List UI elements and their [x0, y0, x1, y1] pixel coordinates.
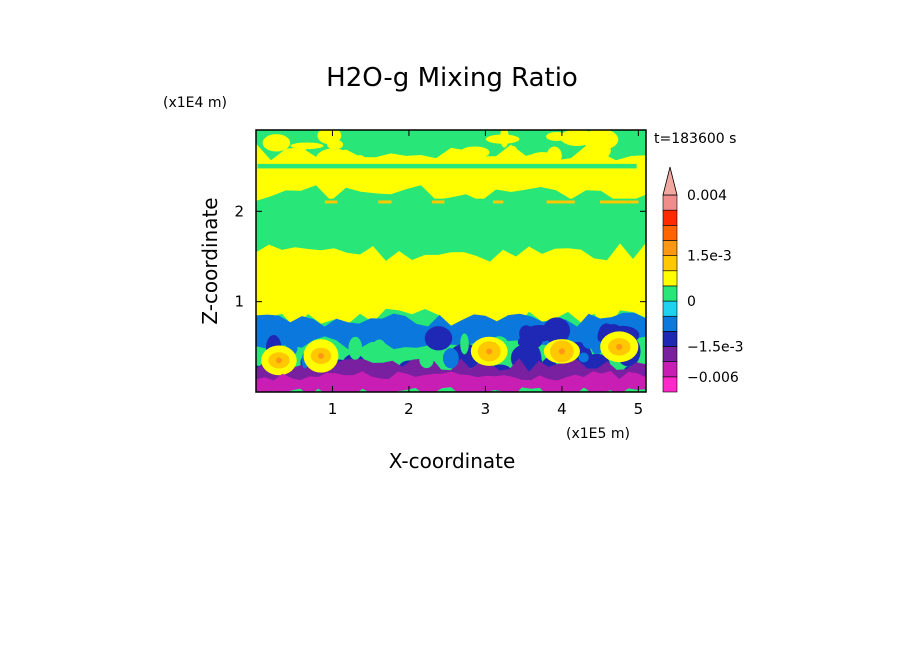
field-pocket — [442, 348, 459, 369]
field-streak — [560, 130, 594, 147]
time-label: t=183600 s — [654, 131, 736, 147]
field-streak — [485, 134, 520, 144]
chart-title: H2O-g Mixing Ratio — [326, 63, 578, 93]
field-moist-core — [275, 357, 282, 364]
colorbar-box — [662, 346, 678, 362]
field-pocket — [460, 333, 469, 355]
field-pocket — [581, 332, 598, 349]
field-orange-streak — [324, 200, 338, 204]
plot-frame — [255, 129, 647, 393]
colorbar-box — [662, 376, 678, 393]
field-yellow-mid-troposphere — [256, 242, 646, 331]
field-streak — [290, 142, 324, 150]
field-orange-streak — [431, 200, 445, 204]
field-streak — [327, 139, 344, 150]
field-pocket — [578, 352, 589, 363]
y-tick-label: 2 — [234, 202, 244, 220]
field-streak — [528, 152, 557, 165]
field-orange-streak — [493, 200, 504, 204]
x-tick-label: 4 — [557, 400, 567, 418]
field-blue-plume — [424, 326, 453, 351]
colorbar-tick-label: 1.5e-3 — [687, 249, 732, 265]
field-streak — [444, 159, 456, 180]
field-moist-core — [486, 348, 493, 355]
field-blue-plume — [543, 317, 571, 344]
colorbar-box — [662, 240, 678, 256]
colorbar-box — [662, 331, 678, 347]
colorbar-box — [662, 209, 678, 226]
x-tick-label: 1 — [328, 400, 338, 418]
colorbar-tick-label: −1.5e-3 — [687, 340, 744, 356]
y-axis-ticks: 12 — [234, 202, 646, 311]
field-green-stripe — [257, 163, 637, 169]
colorbar-box — [662, 194, 678, 211]
colorbar-box — [662, 255, 678, 272]
field-streak — [593, 142, 611, 159]
x-axis-ticks: 1 2 3 4 5 — [328, 130, 643, 418]
field-pocket — [372, 339, 387, 358]
colorbar-extension — [662, 166, 678, 196]
field-moist-core — [558, 348, 565, 355]
field-green-stripe — [294, 198, 646, 203]
field-moist-core — [318, 352, 324, 359]
field-streak — [262, 134, 291, 152]
field-pocket — [419, 350, 434, 369]
field-orange-streak — [378, 200, 392, 204]
field-orange-streak — [600, 200, 639, 204]
field-moist-core — [616, 343, 623, 350]
field-streak — [508, 145, 519, 165]
contour-field — [256, 130, 646, 392]
field-green-stripe — [286, 214, 629, 218]
field-orange-streak — [546, 200, 575, 204]
field-streak — [460, 146, 490, 159]
colorbar-box — [662, 361, 678, 378]
colorbar-tick-label: 0.004 — [687, 188, 727, 204]
x-tick-label: 2 — [404, 400, 414, 418]
colorbar: 0.004 1.5e-3 0 −1.5e-3 −0.006 — [662, 166, 744, 393]
colorbar-box — [662, 285, 678, 302]
x-tick-label: 5 — [634, 400, 644, 418]
field-pocket — [366, 333, 373, 343]
x-tick-label: 3 — [481, 400, 491, 418]
y-scale-label: (x1E4 m) — [163, 95, 227, 111]
colorbar-box — [662, 315, 678, 332]
y-axis-label: Z-coordinate — [198, 197, 222, 324]
x-axis-label: X-coordinate — [389, 449, 516, 473]
field-green-stripe — [284, 232, 604, 244]
y-tick-label: 1 — [234, 293, 244, 311]
field-pocket — [348, 336, 363, 360]
field-purple-surface-layer — [256, 371, 646, 392]
colorbar-box — [662, 270, 678, 287]
colorbar-box — [662, 225, 678, 241]
colorbar-tick-label: 0 — [687, 294, 696, 310]
colorbar-box — [662, 300, 678, 317]
x-scale-label: (x1E5 m) — [566, 426, 630, 442]
colorbar-tick-label: −0.006 — [687, 370, 739, 386]
